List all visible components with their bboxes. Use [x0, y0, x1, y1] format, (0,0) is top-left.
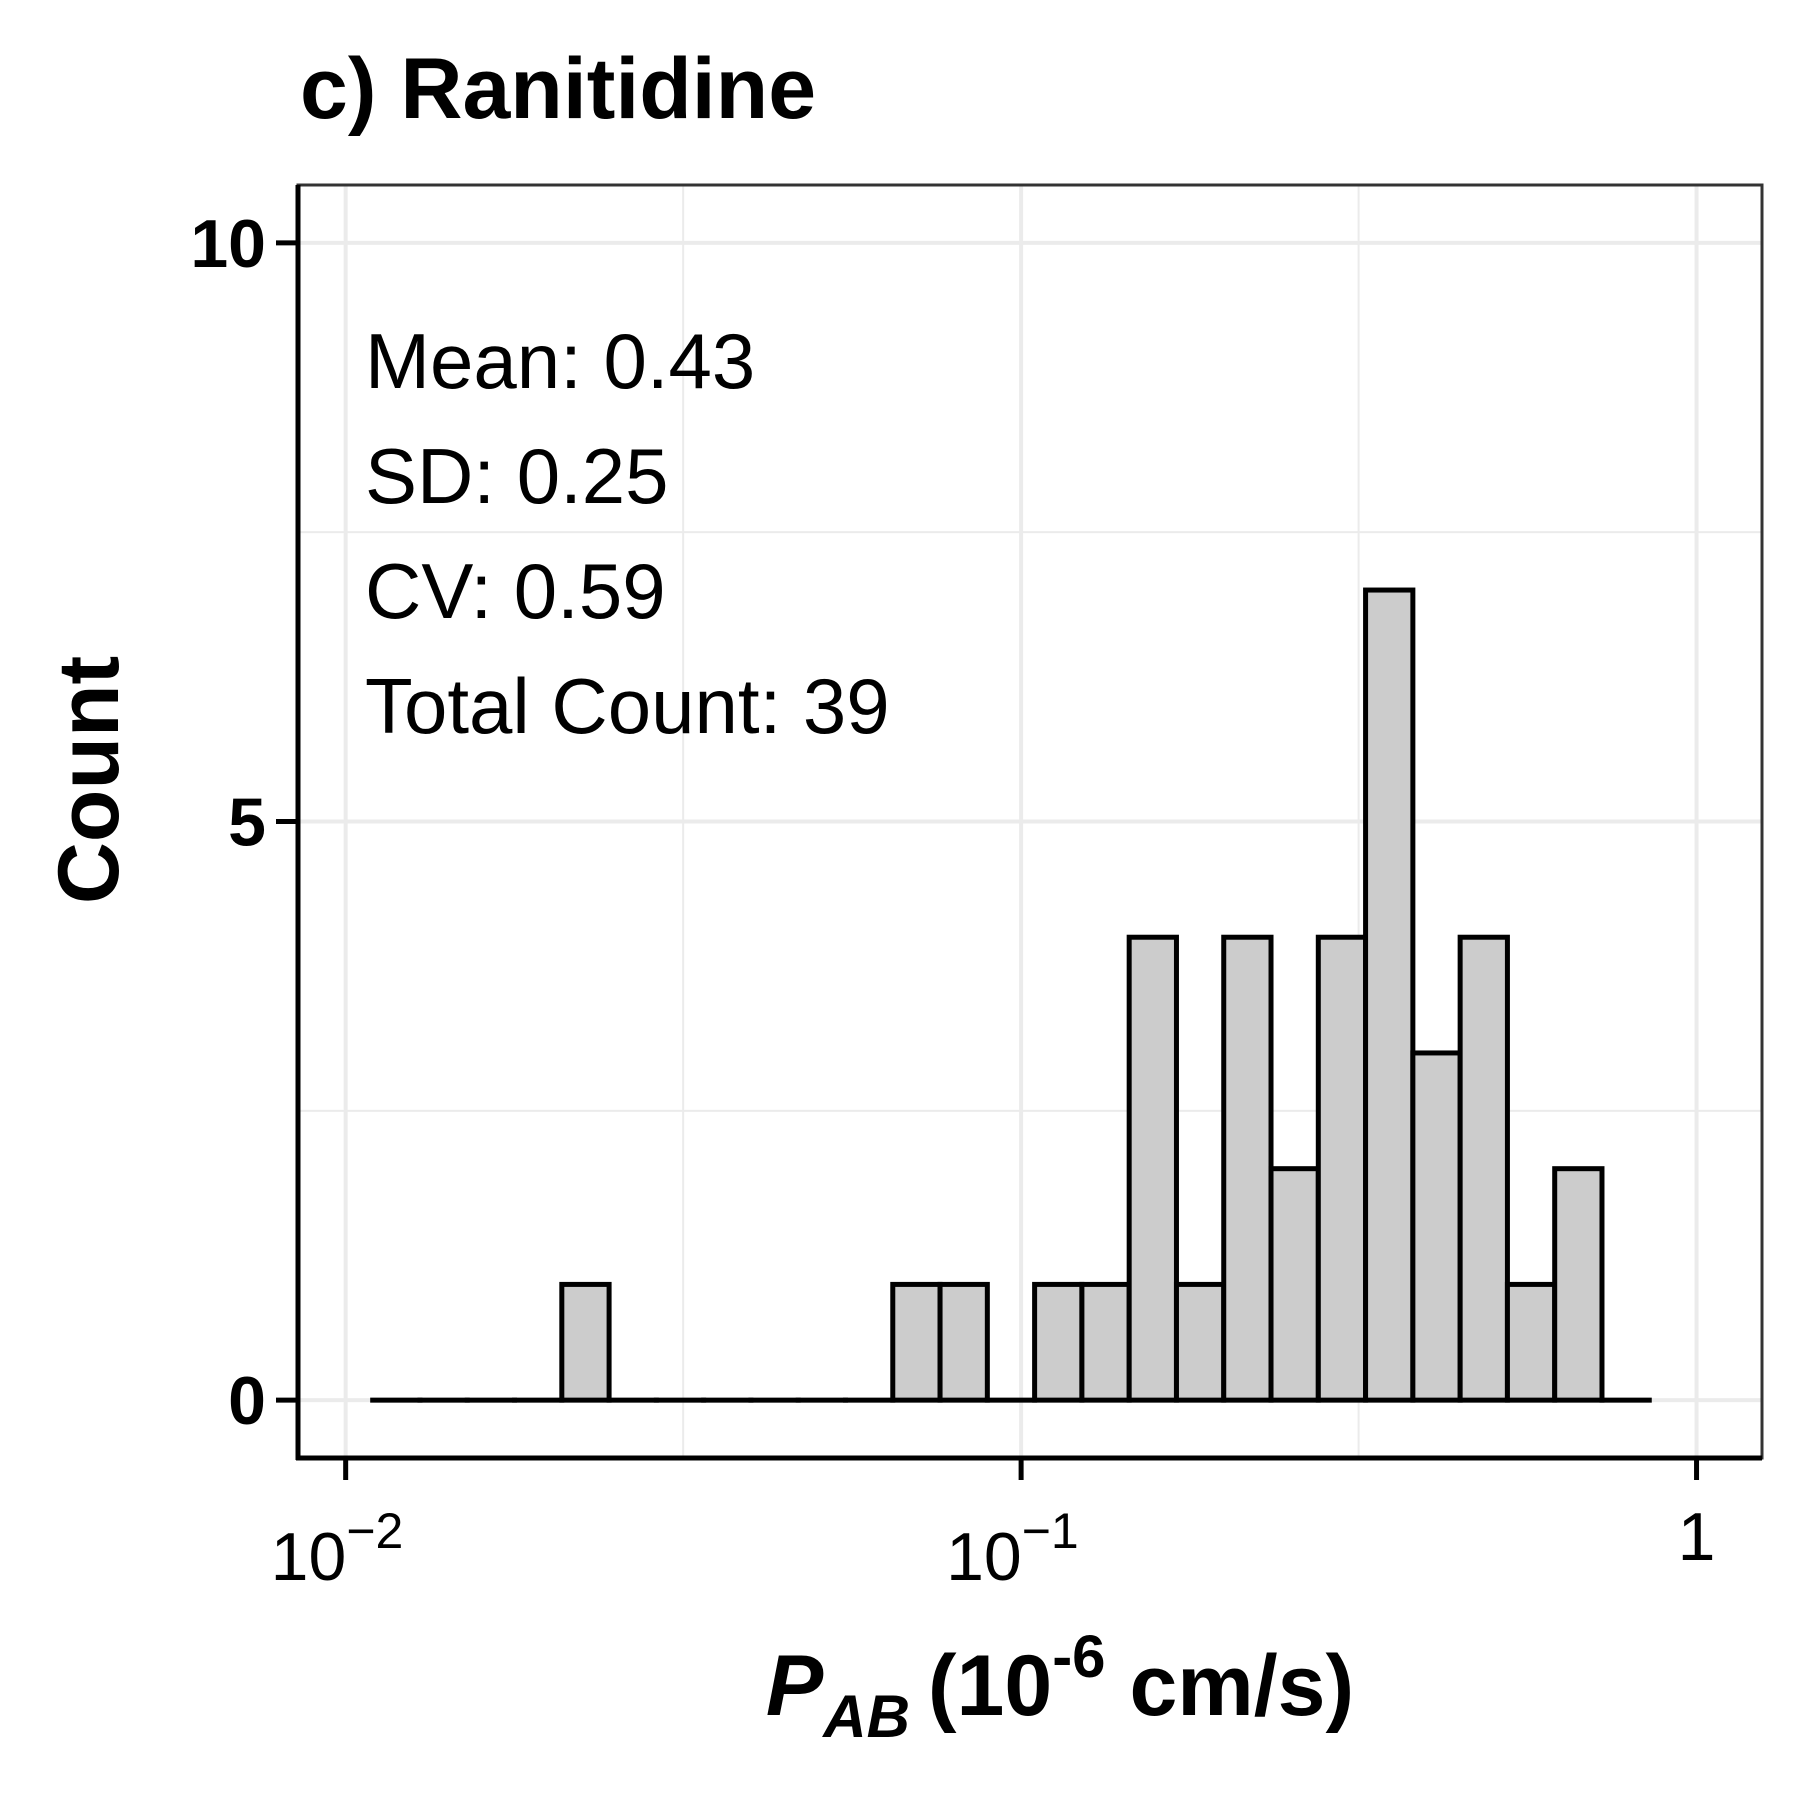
statistics-annotation: Mean: 0.43 SD: 0.25 CV: 0.59 Total Count…: [365, 317, 890, 750]
histogram-bar: [1552, 1166, 1605, 1403]
x-tick-label: 1: [1678, 1499, 1716, 1575]
x-axis-label-open: (10: [928, 1638, 1052, 1734]
x-axis-label-main: P: [766, 1638, 824, 1734]
chart-title: c) Ranitidine: [300, 41, 816, 137]
x-axis-label: PAB (10-6 cm/s): [766, 1623, 1354, 1750]
x-axis-label-close: cm/s): [1106, 1638, 1355, 1734]
y-axis-label: Count: [41, 656, 137, 904]
x-tick-label-base: 10: [271, 1519, 347, 1595]
x-tick-label: 10−2: [271, 1503, 404, 1595]
histogram-bar: [1221, 934, 1274, 1403]
histogram-bar: [1315, 934, 1369, 1403]
axes: [276, 185, 1762, 1480]
histogram-bar: [1363, 587, 1416, 1403]
histogram-bar: [1457, 934, 1510, 1403]
histogram-bar: [1079, 1281, 1132, 1403]
annotation-total-count: Total Count: 39: [365, 662, 890, 750]
histogram-bar: [1126, 934, 1179, 1403]
x-tick-label-exponent: −1: [1022, 1503, 1079, 1559]
annotation-mean: Mean: 0.43: [365, 317, 755, 405]
annotation-sd: SD: 0.25: [365, 432, 669, 520]
histogram-bars: [370, 587, 1652, 1403]
x-axis-label-subscript: AB: [821, 1683, 910, 1750]
histogram-bar: [1504, 1281, 1558, 1403]
x-tick-label-exponent: −2: [346, 1503, 403, 1559]
y-tick-label: 10: [190, 206, 266, 282]
annotation-cv: CV: 0.59: [365, 547, 666, 635]
histogram-bar: [1173, 1281, 1227, 1403]
y-tick-label: 0: [228, 1363, 266, 1439]
histogram-bar: [559, 1281, 612, 1403]
histogram-bar: [937, 1281, 990, 1403]
y-tick-label: 5: [228, 785, 266, 861]
x-axis-label-superscript: -6: [1052, 1623, 1105, 1690]
x-tick-label-base: 10: [946, 1519, 1022, 1595]
histogram-bar: [1032, 1281, 1085, 1403]
histogram-bar: [890, 1281, 943, 1403]
x-tick-label: 10−1: [946, 1503, 1079, 1595]
histogram-bar: [1268, 1166, 1321, 1403]
histogram-bar: [1410, 1050, 1463, 1403]
grid-lines: [298, 185, 1762, 1458]
